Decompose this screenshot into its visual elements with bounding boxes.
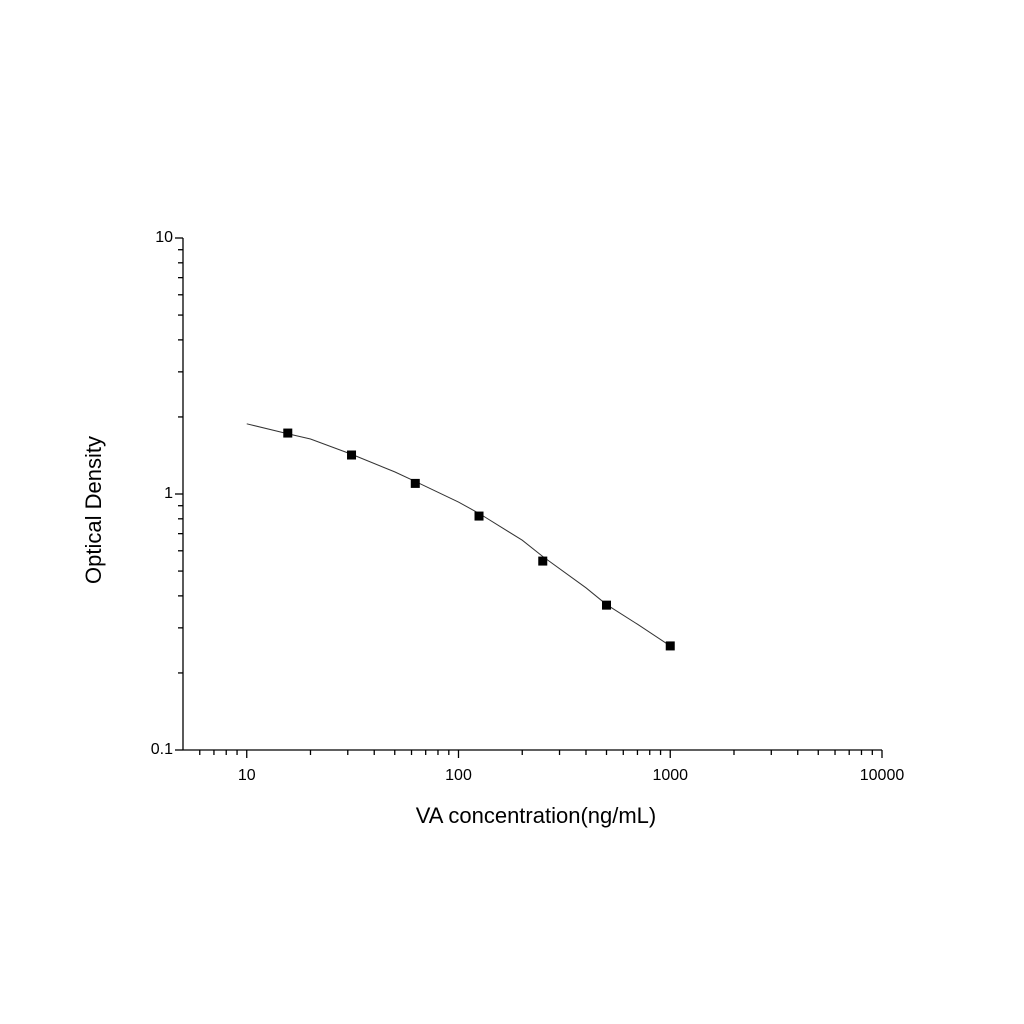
data-point [283,428,293,438]
y-tick-label: 10 [155,229,173,246]
data-point [538,556,548,566]
data-point [602,600,612,610]
x-tick-label: 1000 [652,767,688,784]
data-point [665,641,675,651]
x-tick-label: 10000 [860,767,905,784]
data-point [347,450,357,460]
y-axis-title: Optical Density [81,436,106,584]
x-axis-title: VA concentration(ng/mL) [416,803,657,828]
y-tick-label: 0.1 [151,741,173,758]
y-tick-label: 1 [164,485,173,502]
data-point [474,511,484,521]
x-tick-label: 100 [445,767,472,784]
x-tick-label: 10 [238,767,256,784]
data-point [410,478,420,488]
fit-curve [246,423,671,647]
